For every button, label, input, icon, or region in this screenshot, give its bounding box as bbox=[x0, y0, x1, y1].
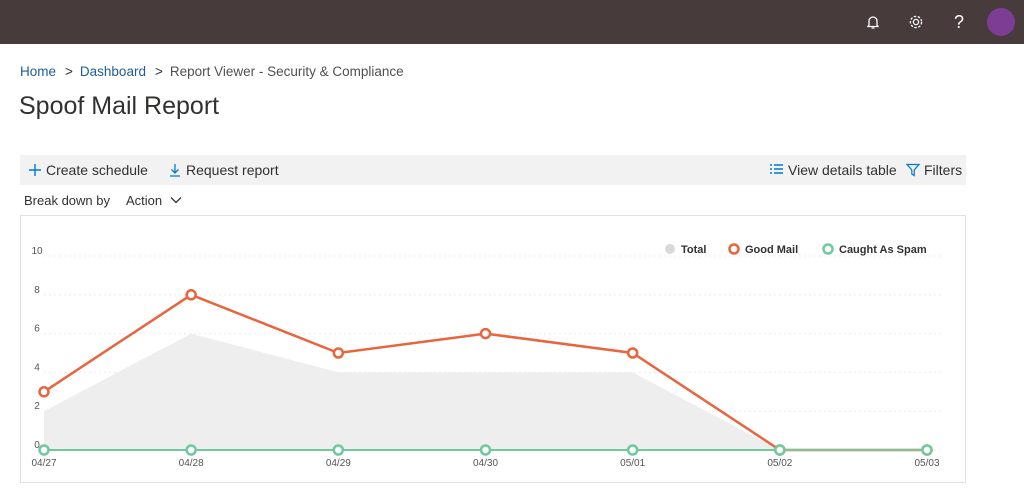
breadcrumb: Home > Dashboard > Report Viewer - Security … bbox=[20, 64, 404, 79]
legend-label: Total bbox=[681, 244, 706, 256]
list-icon bbox=[770, 164, 783, 174]
caught-as-spam-point bbox=[479, 444, 492, 456]
caught-as-spam-point bbox=[38, 444, 50, 456]
breadcrumb-separator: > bbox=[65, 64, 73, 79]
top-bar: ? bbox=[0, 0, 1024, 44]
create-schedule-button[interactable]: Create schedule bbox=[28, 155, 148, 185]
help-icon[interactable]: ? bbox=[953, 12, 964, 32]
view-details-table-label: View details table bbox=[788, 162, 897, 178]
x-tick-label: 04/27 bbox=[31, 458, 56, 469]
chevron-down-icon bbox=[170, 197, 182, 204]
legend-marker bbox=[822, 243, 834, 255]
page-title: Spoof Mail Report bbox=[19, 92, 220, 120]
y-tick-label: 2 bbox=[34, 401, 40, 412]
x-tick-label: 05/03 bbox=[914, 458, 939, 469]
legend-marker bbox=[665, 244, 675, 254]
request-report-label: Request report bbox=[186, 162, 279, 178]
x-tick-label: 04/29 bbox=[326, 458, 351, 469]
filter-icon bbox=[906, 163, 920, 177]
breadcrumb-home[interactable]: Home bbox=[20, 64, 57, 79]
chart-area: 10 8 6 4 2 0 04/27 04/28 04/29 04/30 05/01 05/02 05/… bbox=[20, 215, 966, 483]
breakdown-label: Break down by bbox=[24, 192, 110, 208]
y-tick-label: 8 bbox=[34, 285, 40, 296]
caught-as-spam-point bbox=[332, 444, 345, 456]
caught-as-spam-point bbox=[626, 444, 639, 456]
y-tick-label: 10 bbox=[31, 246, 43, 257]
good-mail-point bbox=[626, 347, 639, 359]
y-tick-label: 6 bbox=[34, 324, 40, 335]
breadcrumb-current: Report Viewer - Security & Compliance bbox=[169, 64, 404, 79]
plus-icon bbox=[29, 164, 41, 176]
good-mail-point bbox=[332, 347, 345, 359]
caught-as-spam-point bbox=[921, 444, 933, 456]
breakdown-selected: Action bbox=[126, 192, 163, 208]
caught-as-spam-point bbox=[774, 444, 786, 456]
x-tick-label: 04/30 bbox=[473, 458, 498, 469]
toolbar: Create schedule Request report View deta… bbox=[20, 155, 966, 185]
good-mail-point bbox=[38, 386, 50, 398]
line-chart: 10 8 6 4 2 0 04/27 04/28 04/29 04/30 05/01 05/02 05/… bbox=[31, 243, 941, 469]
y-tick-label: 4 bbox=[34, 362, 40, 373]
filters-button[interactable]: Filters bbox=[906, 155, 962, 185]
request-report-button[interactable]: Request report bbox=[168, 155, 279, 185]
create-schedule-label: Create schedule bbox=[46, 162, 148, 178]
view-details-table-button[interactable]: View details table bbox=[769, 155, 897, 185]
good-mail-point bbox=[185, 289, 197, 301]
breakdown-bar: Break down by Action bbox=[20, 185, 966, 216]
series-total-area bbox=[44, 333, 927, 450]
breakdown-dropdown[interactable]: Action bbox=[126, 193, 183, 208]
x-tick-label: 05/02 bbox=[767, 458, 792, 469]
download-icon bbox=[170, 164, 180, 177]
avatar[interactable] bbox=[987, 8, 1015, 36]
caught-as-spam-point bbox=[185, 444, 197, 456]
filters-label: Filters bbox=[924, 162, 963, 178]
x-tick-label: 04/28 bbox=[179, 458, 204, 469]
x-tick-label: 05/01 bbox=[620, 458, 645, 469]
good-mail-point bbox=[479, 327, 492, 340]
legend-label: Good Mail bbox=[745, 244, 798, 256]
legend-marker bbox=[728, 243, 740, 255]
gear-icon[interactable] bbox=[905, 11, 927, 33]
breadcrumb-separator: > bbox=[154, 64, 163, 79]
bell-icon[interactable] bbox=[862, 11, 884, 33]
y-tick-label: 0 bbox=[34, 440, 40, 451]
legend-label: Caught As Spam bbox=[839, 244, 927, 256]
breadcrumb-dashboard[interactable]: Dashboard bbox=[79, 64, 146, 79]
